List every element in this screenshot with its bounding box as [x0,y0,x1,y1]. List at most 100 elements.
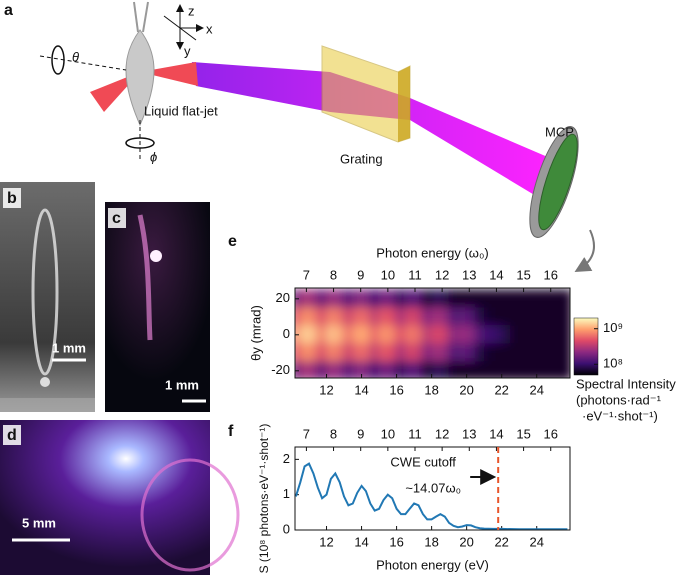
x-tick-label: 24 [529,382,543,397]
heatmap-cell [295,361,301,378]
plot-frame [294,287,571,379]
heatmap-cell [466,343,476,363]
heatmap-cell [501,343,511,363]
colorbar-tick-label: 10⁸ [603,356,623,371]
x-axis-label: Photon energy (eV) [376,557,489,572]
heatmap-cell [457,361,468,378]
heatmap-cell [317,361,328,378]
heatmap-cell [501,307,511,327]
heatmap-cell [527,307,538,327]
xuv-beam [192,62,556,208]
catcher-ring [140,458,240,572]
heatmap-cell [483,325,494,345]
heatmap-cell [378,325,389,345]
x-tick-label: 14 [354,382,368,397]
heatmap-cell [474,361,485,378]
heatmap-cell [404,307,415,327]
heatmap-cell [518,361,529,378]
heatmap-cell [466,361,476,378]
heatmap-cell [361,289,371,309]
x2-tick-label: 13 [462,267,476,282]
heatmap-cell [387,289,398,309]
heatmap-cell [536,289,546,309]
mcp-phosphor [538,133,578,231]
x2-tick-label: 12 [435,267,449,282]
hot-spot [150,250,162,262]
heatmap-cell [553,343,564,363]
y-axis-label: S (10⁸ photons·eV⁻¹·shot⁻¹) [257,424,271,574]
heatmap-cell [553,361,564,378]
laser-out [140,62,198,86]
y-tick-label: 0 [283,326,290,341]
y-tick-label: 20 [276,290,290,305]
heatmap-cell [308,325,319,345]
heatmap-cell [387,361,398,378]
heatmap-cell [352,307,363,327]
x2-axis-label: Photon energy (ω₀) [376,245,488,260]
heatmap-cell [492,325,503,345]
heatmap-cell [334,289,345,309]
y-tick-label: 2 [283,451,290,466]
heatmap-cell [483,343,494,363]
x-tick-label: 16 [389,534,403,549]
photo-c: c 1 mm [105,202,210,412]
x2-tick-label: 16 [543,426,557,441]
heatmap-cell [317,325,328,345]
heatmap-cell [334,325,345,345]
heatmap-cell [369,289,380,309]
heatmap-cells [295,289,570,378]
heatmap-cell [352,289,363,309]
heatmap-cell [326,289,336,309]
heatmap-cell [422,325,433,345]
heatmap-cell [422,361,433,378]
heatmap-cell [404,289,415,309]
heatmap-cell [369,343,380,363]
x-tick-label: 16 [389,382,403,397]
heatmap-cell [439,343,450,363]
x-tick-label: 22 [494,534,508,549]
colorbar-label: ·eV⁻¹·shot⁻¹) [582,408,658,423]
heatmap-cell [492,307,503,327]
heatmap-cell [439,289,450,309]
x-tick-label: 12 [319,534,333,549]
heatmap-cell [457,325,468,345]
phi-rotation [125,137,155,149]
heatmap-cell [378,289,389,309]
heatmap-cell [466,307,476,327]
heatmap-cell [562,361,570,378]
heatmap-cell [474,343,485,363]
heatmap-cell [299,343,310,363]
heatmap-cell [474,289,485,309]
y-tick-label: -20 [271,362,290,377]
jet-image [31,208,59,376]
x2-tick-label: 8 [330,426,337,441]
x-tick-label: 22 [494,382,508,397]
heatmap-cell [562,307,570,327]
heatmap-cell [518,343,529,363]
heatmap-cell [509,343,520,363]
heatmap-cell [378,307,389,327]
x-tick-label: 24 [529,534,543,549]
catcher [0,398,95,412]
heatmap-cell [544,325,555,345]
heatmap-cell [448,325,459,345]
heatmap-cell [369,361,380,378]
nozzle [133,1,139,33]
heatmap-cell [536,325,546,345]
heatmap-cell [431,343,441,363]
heatmap-cell [439,361,450,378]
heatmap-cell [448,361,459,378]
theta-rotation [51,45,65,75]
heatmap-cell [527,289,538,309]
photo-b: b 1 mm [0,182,95,412]
heatmap-cell [483,361,494,378]
heatmap-cell [369,325,380,345]
heatmap-cell [457,307,468,327]
heatmap-cell [299,325,310,345]
heatmap-cell [518,325,529,345]
heatmap-cell [387,307,398,327]
colorbar-tick-label: 10⁹ [603,320,623,335]
panel-label: d [7,427,17,444]
x-tick-label: 18 [424,382,438,397]
